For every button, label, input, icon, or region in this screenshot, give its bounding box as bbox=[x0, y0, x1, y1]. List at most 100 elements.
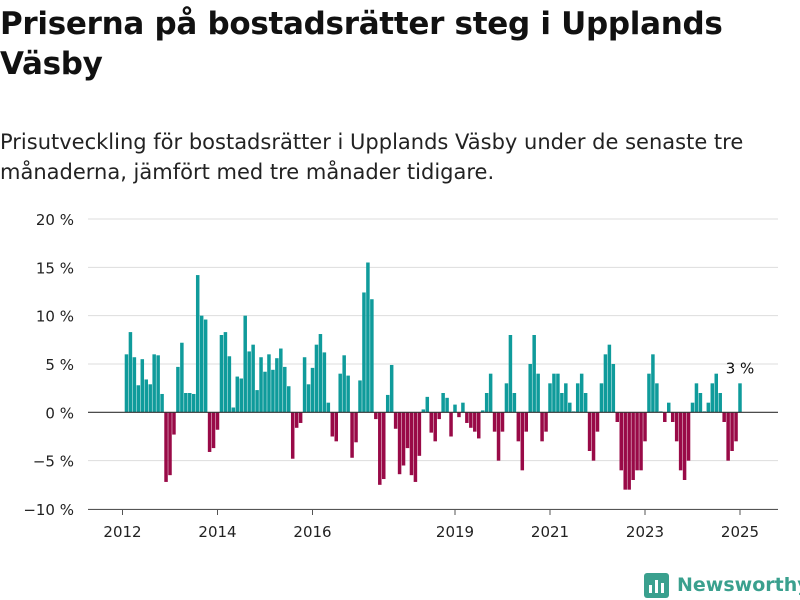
bar bbox=[500, 412, 505, 432]
bar bbox=[342, 355, 346, 413]
bar bbox=[674, 412, 679, 442]
bar bbox=[314, 344, 319, 413]
bar bbox=[188, 393, 192, 413]
axis-layer: −10 % −5 % 0 % 5 % 10 % 15 % 20 % 2012 2014 2016 2… bbox=[23, 211, 778, 541]
bar bbox=[532, 335, 536, 413]
bar bbox=[243, 315, 247, 413]
bar bbox=[631, 412, 635, 480]
bar bbox=[417, 412, 422, 456]
bar bbox=[128, 332, 133, 413]
bar bbox=[512, 393, 517, 413]
bar bbox=[627, 412, 631, 490]
bar bbox=[382, 412, 386, 480]
x-tick-label: 2025 bbox=[721, 523, 759, 541]
bar bbox=[536, 373, 540, 413]
y-tick-label: 15 % bbox=[36, 259, 74, 277]
y-tick-label: 0 % bbox=[45, 404, 74, 422]
bar bbox=[393, 412, 398, 429]
bar bbox=[326, 402, 331, 413]
bar bbox=[172, 412, 176, 435]
bar bbox=[488, 373, 493, 413]
bar bbox=[599, 383, 604, 413]
bar bbox=[540, 412, 544, 442]
bar bbox=[140, 359, 145, 413]
bar bbox=[279, 348, 283, 413]
last-value-annotation: 3 % bbox=[726, 359, 755, 377]
bar bbox=[378, 412, 382, 485]
bar bbox=[710, 383, 715, 413]
bar bbox=[124, 354, 129, 413]
bar bbox=[267, 354, 271, 413]
bar bbox=[374, 412, 378, 420]
bar bbox=[294, 412, 299, 428]
bar bbox=[227, 356, 232, 413]
bar bbox=[263, 371, 267, 413]
bar bbox=[255, 390, 259, 413]
bar bbox=[271, 369, 275, 413]
bar bbox=[690, 402, 695, 413]
bar bbox=[180, 342, 184, 413]
bar bbox=[583, 393, 588, 413]
bar bbox=[156, 355, 160, 413]
bar bbox=[453, 404, 457, 413]
bar bbox=[409, 412, 414, 476]
bar bbox=[275, 358, 279, 413]
bar bbox=[302, 357, 307, 413]
bar bbox=[413, 412, 418, 482]
bar bbox=[148, 384, 152, 413]
bar bbox=[259, 357, 263, 413]
bar bbox=[290, 412, 295, 459]
bar bbox=[663, 412, 667, 422]
bar bbox=[556, 373, 560, 413]
bar bbox=[160, 393, 164, 413]
bar bbox=[441, 393, 445, 413]
bar bbox=[385, 394, 390, 413]
bar bbox=[318, 334, 323, 413]
bar bbox=[199, 315, 204, 413]
y-tick-label: 5 % bbox=[45, 356, 74, 374]
bar bbox=[611, 364, 616, 413]
bar bbox=[667, 402, 671, 413]
bars-layer bbox=[124, 262, 742, 490]
bar bbox=[235, 376, 240, 413]
bar bbox=[477, 412, 481, 439]
bar bbox=[528, 364, 532, 413]
bar-chart-logo-icon bbox=[644, 572, 669, 598]
bar bbox=[734, 412, 738, 442]
bar bbox=[552, 373, 556, 413]
bar bbox=[579, 373, 584, 413]
brand: Newsworthy bbox=[644, 570, 800, 600]
bar bbox=[639, 412, 643, 471]
bar bbox=[678, 412, 683, 471]
bar bbox=[615, 412, 620, 422]
x-tick-label: 2019 bbox=[436, 523, 474, 541]
x-tick-label: 2023 bbox=[626, 523, 664, 541]
bar bbox=[655, 383, 659, 413]
bar bbox=[176, 366, 180, 413]
bar bbox=[152, 354, 156, 413]
bar bbox=[730, 412, 734, 451]
bar bbox=[211, 412, 216, 449]
y-tick-label: −5 % bbox=[33, 453, 74, 471]
bar bbox=[184, 393, 188, 413]
bar bbox=[544, 412, 548, 432]
bar bbox=[714, 373, 718, 413]
bar bbox=[480, 410, 485, 413]
bar bbox=[484, 393, 489, 413]
bar bbox=[370, 299, 374, 413]
bar bbox=[670, 412, 675, 422]
chart-subtitle: Prisutveckling för bostadsrätter i Uppla… bbox=[0, 130, 744, 184]
x-tick-label: 2021 bbox=[531, 523, 569, 541]
chart-title: Priserna på bostadsrätter steg i Uppland… bbox=[0, 6, 723, 82]
bar bbox=[694, 383, 699, 413]
bar bbox=[520, 412, 525, 471]
bar bbox=[619, 412, 623, 471]
bar bbox=[358, 380, 362, 413]
bar bbox=[433, 412, 437, 442]
bar bbox=[560, 393, 564, 413]
bar bbox=[310, 367, 315, 413]
bar bbox=[144, 379, 148, 413]
bar bbox=[496, 412, 501, 461]
bar bbox=[635, 412, 639, 471]
